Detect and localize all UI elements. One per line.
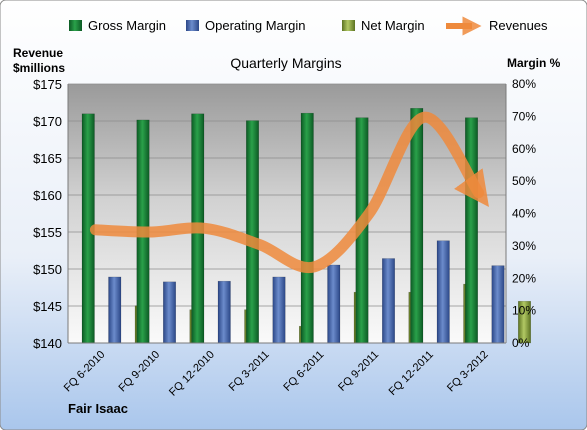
legend-label-revenues: Revenues (489, 18, 548, 33)
bar-operating-margin (382, 258, 395, 344)
bar-gross-margin (246, 120, 259, 344)
chart-title: Quarterly Margins (230, 55, 341, 71)
right-tick-label: 40% (512, 207, 536, 221)
bar-operating-margin (436, 240, 450, 344)
left-tick-label: $165 (33, 151, 62, 166)
bar-operating-margin (491, 265, 505, 344)
bar-gross-margin (410, 108, 424, 344)
bar-gross-margin (300, 112, 314, 344)
bar-gross-margin (465, 117, 478, 344)
right-tick-label: 80% (512, 77, 536, 91)
legend-swatch-operating-margin (186, 20, 199, 31)
left-tick-label: $175 (33, 77, 62, 92)
left-tick-label: $145 (33, 299, 62, 314)
legend-swatch-net-margin (342, 20, 355, 31)
right-tick-label: 30% (512, 239, 536, 253)
left-axis-label-line2: $millions (13, 61, 65, 75)
bar-operating-margin (108, 276, 122, 344)
legend-swatch-gross-margin (69, 20, 82, 31)
right-tick-label: 10% (512, 304, 536, 318)
legend: Gross Margin Operating Margin Net Margin… (69, 16, 548, 36)
revenue-line-layer (89, 111, 489, 274)
revenue-line (89, 111, 489, 274)
right-tick-label: 60% (512, 142, 536, 156)
bar-operating-margin (327, 264, 341, 344)
right-tick-label: 50% (512, 174, 536, 188)
left-tick-label: $140 (33, 336, 62, 351)
right-tick-label: 0% (512, 336, 530, 350)
bar-operating-margin (163, 281, 176, 344)
bar-operating-margin (217, 280, 231, 344)
left-tick-label: $160 (33, 188, 62, 203)
left-tick-label: $150 (33, 262, 62, 277)
bar-operating-margin (272, 276, 286, 344)
legend-label-net-margin: Net Margin (361, 18, 425, 33)
bar-net-margin (518, 300, 531, 344)
right-axis-label: Margin % (507, 56, 561, 70)
left-tick-label: $170 (33, 114, 62, 129)
legend-label-gross-margin: Gross Margin (88, 18, 166, 33)
company-label: Fair Isaac (68, 401, 128, 416)
legend-label-operating-margin: Operating Margin (205, 18, 305, 33)
left-axis-label-line1: Revenue (13, 46, 63, 60)
right-tick-label: 70% (512, 109, 536, 123)
right-tick-label: 20% (512, 271, 536, 285)
left-tick-label: $155 (33, 225, 62, 240)
